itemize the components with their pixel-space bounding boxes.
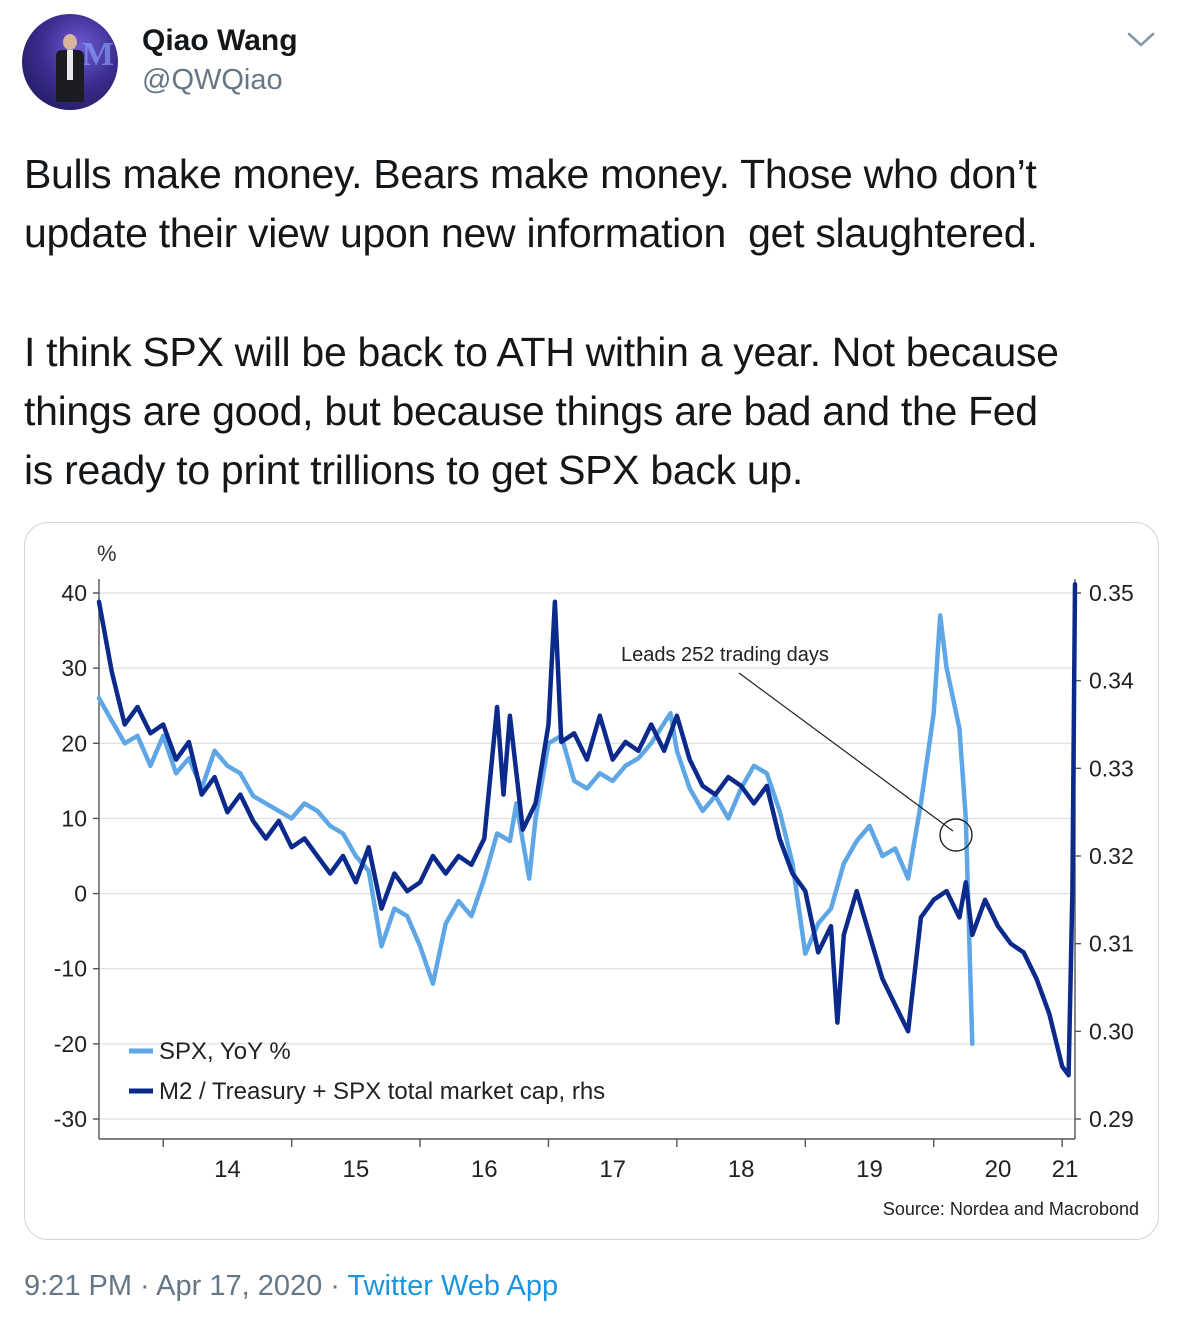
- y-right-tick-label: 0.34: [1089, 668, 1134, 694]
- y-right-tick-label: 0.35: [1089, 580, 1134, 606]
- y-left-tick-label: -30: [54, 1106, 87, 1132]
- avatar-logo: M: [81, 36, 114, 73]
- tweet-line: things are good, but because things are …: [24, 388, 1038, 434]
- legend: SPX, YoY % M2 / Treasury + SPX total mar…: [129, 1038, 605, 1105]
- annotation-label: Leads 252 trading days: [621, 644, 829, 666]
- x-tick-label: 14: [214, 1156, 241, 1183]
- annotation-leader-line: [738, 672, 954, 832]
- annotation-circle: [939, 818, 973, 852]
- tweet-media-chart[interactable]: 40 30 20 10 0 -10 -20 -30 0.35 0.34 0.33 0.32 0.31 0.…: [24, 522, 1159, 1240]
- tweet-line: I think SPX will be back to ATH within a…: [24, 329, 1059, 375]
- chart: 40 30 20 10 0 -10 -20 -30 0.35 0.34 0.33 0.32 0.31 0.…: [54, 541, 1139, 1219]
- y-unit-label: %: [97, 541, 117, 566]
- x-tick-label: 20: [985, 1156, 1012, 1183]
- series-line-m2: [96, 581, 1078, 1078]
- tweet-time[interactable]: 9:21 PM: [24, 1270, 132, 1302]
- x-tick-label: 16: [471, 1156, 498, 1183]
- author-handle[interactable]: @QWQiao: [142, 64, 283, 96]
- legend-label-m2: M2 / Treasury + SPX total market cap, rh…: [159, 1078, 605, 1105]
- y-left-tick-label: 40: [61, 580, 87, 606]
- legend-label-spx: SPX, YoY %: [159, 1038, 291, 1065]
- y-right-tick-label: 0.30: [1089, 1018, 1134, 1044]
- series-line-spx: [96, 613, 975, 1047]
- tweet-source-link[interactable]: Twitter Web App: [347, 1270, 559, 1302]
- tweet-line: update their view upon new information g…: [24, 210, 1038, 256]
- tweet-line: Bulls make money. Bears make money. Thos…: [24, 151, 1037, 197]
- x-tick-label: 19: [856, 1156, 883, 1183]
- author-name[interactable]: Qiao Wang: [142, 24, 298, 57]
- y-right-tick-label: 0.33: [1089, 755, 1134, 781]
- chevron-down-icon[interactable]: [1124, 28, 1158, 52]
- y-right-tick-label: 0.31: [1089, 931, 1134, 957]
- x-tick-label: 17: [599, 1156, 626, 1183]
- y-left-tick-label: -20: [54, 1031, 87, 1057]
- x-tick-label: 15: [342, 1156, 369, 1183]
- x-tick-label: 18: [728, 1156, 755, 1183]
- tweet-line: is ready to print trillions to get SPX b…: [24, 447, 803, 493]
- chart-source: Source: Nordea and Macrobond: [883, 1199, 1139, 1219]
- avatar[interactable]: M: [22, 14, 118, 110]
- meta-separator: ·: [322, 1270, 348, 1302]
- y-left-tick-label: 30: [61, 655, 87, 681]
- tweet-meta: 9:21 PM · Apr 17, 2020 · Twitter Web App: [24, 1270, 558, 1303]
- avatar-photo: [56, 34, 84, 102]
- x-tick-label: 21: [1052, 1156, 1079, 1183]
- y-left-tick-label: 20: [61, 730, 87, 756]
- meta-separator: ·: [132, 1270, 157, 1302]
- y-right-tick-label: 0.29: [1089, 1106, 1134, 1132]
- tweet-date[interactable]: Apr 17, 2020: [156, 1270, 323, 1302]
- y-right-tick-label: 0.32: [1089, 843, 1134, 869]
- y-left-tick-label: 0: [74, 881, 87, 907]
- y-left-tick-label: 10: [61, 805, 87, 831]
- tweet-text: Bulls make money. Bears make money. Thos…: [24, 145, 1164, 500]
- y-left-tick-label: -10: [54, 956, 87, 982]
